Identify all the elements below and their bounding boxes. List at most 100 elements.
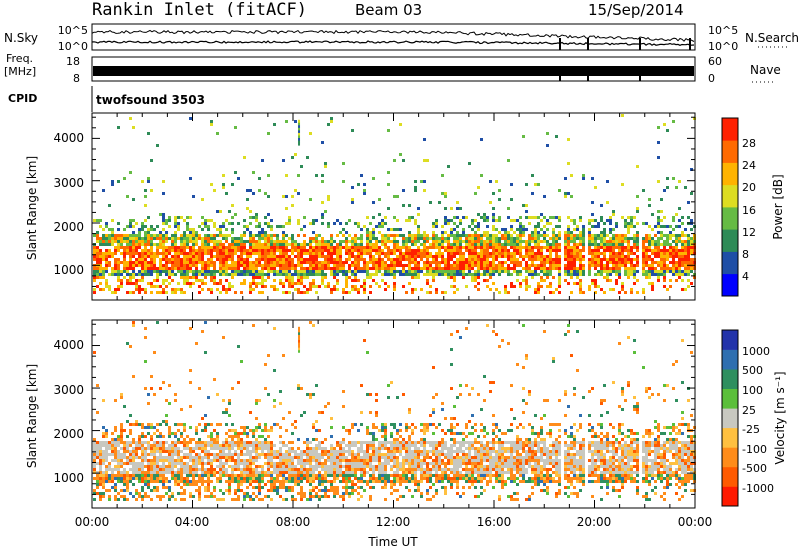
velocity-cell [267,453,270,456]
power-cell [105,270,108,273]
power-cell [444,261,447,264]
power-cell [315,249,318,252]
power-cell [303,291,306,294]
power-cell [321,270,324,273]
power-cell [210,279,213,282]
power-cell [138,246,141,249]
power-cell [375,243,378,246]
power-cell [537,282,540,285]
power-cell [327,285,330,288]
power-cell [528,216,531,219]
power-cell [186,228,189,231]
power-cell [168,246,171,249]
power-cell [687,270,690,273]
power-cell [300,228,303,231]
power-cell [546,285,549,288]
power-cell [285,195,288,198]
velocity-cell [162,444,165,447]
velocity-cell [129,450,132,453]
power-cell [549,246,552,249]
power-cell [504,261,507,264]
velocity-cell [219,465,222,468]
velocity-cell [279,462,282,465]
power-cell [246,258,249,261]
power-cell [390,249,393,252]
power-cell [162,282,165,285]
velocity-cell [297,387,300,390]
velocity-cell [237,447,240,450]
velocity-cell [270,465,273,468]
power-cell [603,291,606,294]
power-cell [627,258,630,261]
power-cell [555,234,558,237]
power-cell [642,270,645,273]
power-cell [330,291,333,294]
velocity-cell [198,387,201,390]
power-cell [654,255,657,258]
velocity-cell [171,432,174,435]
power-cell [450,252,453,255]
power-cell [525,279,528,282]
power-cell [300,258,303,261]
power-cell [366,273,369,276]
power-cell [219,261,222,264]
power-cell [291,252,294,255]
power-cell [279,261,282,264]
velocity-cell [150,447,153,450]
velocity-cell [252,444,255,447]
velocity-cell [207,474,210,477]
velocity-cell [213,444,216,447]
power-cell [192,234,195,237]
power-cell [285,279,288,282]
power-cell [588,246,591,249]
power-cell [111,234,114,237]
velocity-cell [150,426,153,429]
power-cell [453,291,456,294]
velocity-cell [153,471,156,474]
power-cell [381,258,384,261]
power-cell [501,237,504,240]
power-cell [609,243,612,246]
power-cell [375,261,378,264]
power-cell [624,222,627,225]
velocity-cell [231,477,234,480]
power-cell [543,195,546,198]
power-cell [324,210,327,213]
velocity-cell [261,441,264,444]
velocity-cell [168,444,171,447]
power-cell [147,216,150,219]
power-cell [249,270,252,273]
power-cell [393,267,396,270]
power-cell [288,216,291,219]
power-cell [534,231,537,234]
power-cell [498,246,501,249]
power-cell [477,186,480,189]
power-cell [546,267,549,270]
power-cell [621,237,624,240]
velocity-cell [264,471,267,474]
power-cell [390,234,393,237]
velocity-cell [336,471,339,474]
power-cell [417,240,420,243]
power-cell [510,198,513,201]
power-cell [606,201,609,204]
power-cell [405,255,408,258]
power-cell [519,282,522,285]
power-cell [687,234,690,237]
power-cell [636,243,639,246]
velocity-cell [102,492,105,495]
power-cell [111,180,114,183]
power-cell [108,255,111,258]
power-cell [615,225,618,228]
power-cell [378,285,381,288]
power-cell [459,237,462,240]
velocity-cell [186,480,189,483]
power-cell [489,261,492,264]
power-cell [447,255,450,258]
power-cell [477,240,480,243]
power-cell [414,258,417,261]
power-cell [99,264,102,267]
power-cell [141,225,144,228]
power-cell [399,153,402,156]
power-cell [525,264,528,267]
